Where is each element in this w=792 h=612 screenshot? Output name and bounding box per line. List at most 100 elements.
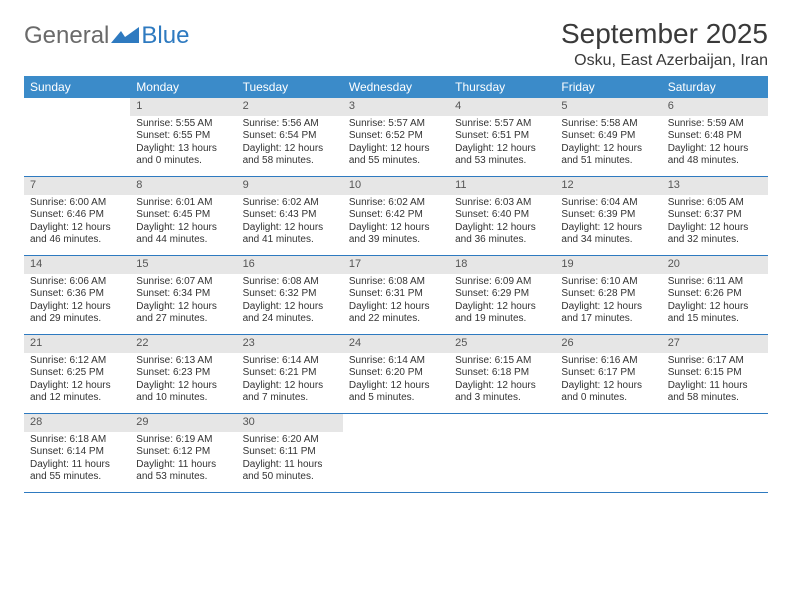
day-body: Sunrise: 6:14 AMSunset: 6:21 PMDaylight:… <box>237 353 343 409</box>
day-body: Sunrise: 6:10 AMSunset: 6:28 PMDaylight:… <box>555 274 661 330</box>
daylight-text: Daylight: 12 hours and 5 minutes. <box>349 380 443 405</box>
day-cell: 23Sunrise: 6:14 AMSunset: 6:21 PMDayligh… <box>237 335 343 413</box>
sunset-text: Sunset: 6:28 PM <box>561 288 655 301</box>
sunset-text: Sunset: 6:55 PM <box>136 130 230 143</box>
day-body: Sunrise: 6:02 AMSunset: 6:42 PMDaylight:… <box>343 195 449 251</box>
logo-text-general: General <box>24 22 109 50</box>
day-body: Sunrise: 5:55 AMSunset: 6:55 PMDaylight:… <box>130 116 236 172</box>
empty-cell <box>343 414 449 492</box>
day-cell: 5Sunrise: 5:58 AMSunset: 6:49 PMDaylight… <box>555 98 661 176</box>
daylight-text: Daylight: 12 hours and 41 minutes. <box>243 222 337 247</box>
daylight-text: Daylight: 12 hours and 34 minutes. <box>561 222 655 247</box>
day-number: 10 <box>343 177 449 195</box>
day-number: 28 <box>24 414 130 432</box>
day-cell: 17Sunrise: 6:08 AMSunset: 6:31 PMDayligh… <box>343 256 449 334</box>
sunrise-text: Sunrise: 6:00 AM <box>30 197 124 210</box>
sunset-text: Sunset: 6:46 PM <box>30 209 124 222</box>
daylight-text: Daylight: 12 hours and 0 minutes. <box>561 380 655 405</box>
day-number: 29 <box>130 414 236 432</box>
day-cell: 27Sunrise: 6:17 AMSunset: 6:15 PMDayligh… <box>662 335 768 413</box>
daylight-text: Daylight: 12 hours and 53 minutes. <box>455 143 549 168</box>
logo-icon <box>111 27 139 45</box>
day-cell: 28Sunrise: 6:18 AMSunset: 6:14 PMDayligh… <box>24 414 130 492</box>
sunset-text: Sunset: 6:31 PM <box>349 288 443 301</box>
day-number: 6 <box>662 98 768 116</box>
day-body: Sunrise: 6:12 AMSunset: 6:25 PMDaylight:… <box>24 353 130 409</box>
sunset-text: Sunset: 6:18 PM <box>455 367 549 380</box>
weekday-header: Tuesday <box>237 76 343 98</box>
calendar: SundayMondayTuesdayWednesdayThursdayFrid… <box>24 76 768 493</box>
day-cell: 24Sunrise: 6:14 AMSunset: 6:20 PMDayligh… <box>343 335 449 413</box>
empty-cell <box>555 414 661 492</box>
day-cell: 25Sunrise: 6:15 AMSunset: 6:18 PMDayligh… <box>449 335 555 413</box>
sunrise-text: Sunrise: 6:11 AM <box>668 276 762 289</box>
day-cell: 22Sunrise: 6:13 AMSunset: 6:23 PMDayligh… <box>130 335 236 413</box>
day-body: Sunrise: 6:03 AMSunset: 6:40 PMDaylight:… <box>449 195 555 251</box>
daylight-text: Daylight: 12 hours and 22 minutes. <box>349 301 443 326</box>
daylight-text: Daylight: 12 hours and 51 minutes. <box>561 143 655 168</box>
daylight-text: Daylight: 12 hours and 55 minutes. <box>349 143 443 168</box>
weekday-header: Wednesday <box>343 76 449 98</box>
page-title: September 2025 <box>561 18 768 50</box>
day-cell: 15Sunrise: 6:07 AMSunset: 6:34 PMDayligh… <box>130 256 236 334</box>
daylight-text: Daylight: 12 hours and 7 minutes. <box>243 380 337 405</box>
sunrise-text: Sunrise: 5:59 AM <box>668 118 762 131</box>
daylight-text: Daylight: 11 hours and 58 minutes. <box>668 380 762 405</box>
day-cell: 4Sunrise: 5:57 AMSunset: 6:51 PMDaylight… <box>449 98 555 176</box>
empty-cell <box>24 98 130 176</box>
day-body: Sunrise: 5:59 AMSunset: 6:48 PMDaylight:… <box>662 116 768 172</box>
daylight-text: Daylight: 12 hours and 39 minutes. <box>349 222 443 247</box>
day-body: Sunrise: 6:20 AMSunset: 6:11 PMDaylight:… <box>237 432 343 488</box>
day-number: 16 <box>237 256 343 274</box>
weekday-header: Thursday <box>449 76 555 98</box>
day-cell: 9Sunrise: 6:02 AMSunset: 6:43 PMDaylight… <box>237 177 343 255</box>
daylight-text: Daylight: 12 hours and 48 minutes. <box>668 143 762 168</box>
daylight-text: Daylight: 12 hours and 3 minutes. <box>455 380 549 405</box>
location-text: Osku, East Azerbaijan, Iran <box>561 52 768 70</box>
day-body: Sunrise: 6:08 AMSunset: 6:32 PMDaylight:… <box>237 274 343 330</box>
day-cell: 16Sunrise: 6:08 AMSunset: 6:32 PMDayligh… <box>237 256 343 334</box>
daylight-text: Daylight: 12 hours and 58 minutes. <box>243 143 337 168</box>
sunrise-text: Sunrise: 6:05 AM <box>668 197 762 210</box>
sunset-text: Sunset: 6:37 PM <box>668 209 762 222</box>
day-cell: 18Sunrise: 6:09 AMSunset: 6:29 PMDayligh… <box>449 256 555 334</box>
sunset-text: Sunset: 6:45 PM <box>136 209 230 222</box>
title-block: September 2025 Osku, East Azerbaijan, Ir… <box>561 18 768 70</box>
sunrise-text: Sunrise: 5:56 AM <box>243 118 337 131</box>
sunset-text: Sunset: 6:15 PM <box>668 367 762 380</box>
day-number: 18 <box>449 256 555 274</box>
week-row: 28Sunrise: 6:18 AMSunset: 6:14 PMDayligh… <box>24 414 768 493</box>
week-row: 7Sunrise: 6:00 AMSunset: 6:46 PMDaylight… <box>24 177 768 256</box>
sunrise-text: Sunrise: 6:18 AM <box>30 434 124 447</box>
day-number: 11 <box>449 177 555 195</box>
daylight-text: Daylight: 11 hours and 50 minutes. <box>243 459 337 484</box>
day-body: Sunrise: 6:17 AMSunset: 6:15 PMDaylight:… <box>662 353 768 409</box>
logo: General Blue <box>24 22 189 50</box>
sunrise-text: Sunrise: 6:01 AM <box>136 197 230 210</box>
day-body: Sunrise: 6:15 AMSunset: 6:18 PMDaylight:… <box>449 353 555 409</box>
sunset-text: Sunset: 6:32 PM <box>243 288 337 301</box>
sunset-text: Sunset: 6:11 PM <box>243 446 337 459</box>
daylight-text: Daylight: 12 hours and 10 minutes. <box>136 380 230 405</box>
day-number: 17 <box>343 256 449 274</box>
day-cell: 12Sunrise: 6:04 AMSunset: 6:39 PMDayligh… <box>555 177 661 255</box>
daylight-text: Daylight: 12 hours and 44 minutes. <box>136 222 230 247</box>
daylight-text: Daylight: 12 hours and 24 minutes. <box>243 301 337 326</box>
sunrise-text: Sunrise: 6:15 AM <box>455 355 549 368</box>
day-number: 20 <box>662 256 768 274</box>
sunrise-text: Sunrise: 6:02 AM <box>349 197 443 210</box>
week-row: 21Sunrise: 6:12 AMSunset: 6:25 PMDayligh… <box>24 335 768 414</box>
empty-cell <box>662 414 768 492</box>
sunset-text: Sunset: 6:36 PM <box>30 288 124 301</box>
day-body: Sunrise: 6:08 AMSunset: 6:31 PMDaylight:… <box>343 274 449 330</box>
daylight-text: Daylight: 12 hours and 15 minutes. <box>668 301 762 326</box>
day-cell: 14Sunrise: 6:06 AMSunset: 6:36 PMDayligh… <box>24 256 130 334</box>
day-cell: 3Sunrise: 5:57 AMSunset: 6:52 PMDaylight… <box>343 98 449 176</box>
sunrise-text: Sunrise: 5:57 AM <box>349 118 443 131</box>
empty-cell <box>449 414 555 492</box>
day-number: 3 <box>343 98 449 116</box>
day-number: 9 <box>237 177 343 195</box>
daylight-text: Daylight: 12 hours and 17 minutes. <box>561 301 655 326</box>
day-number: 24 <box>343 335 449 353</box>
day-body: Sunrise: 6:01 AMSunset: 6:45 PMDaylight:… <box>130 195 236 251</box>
